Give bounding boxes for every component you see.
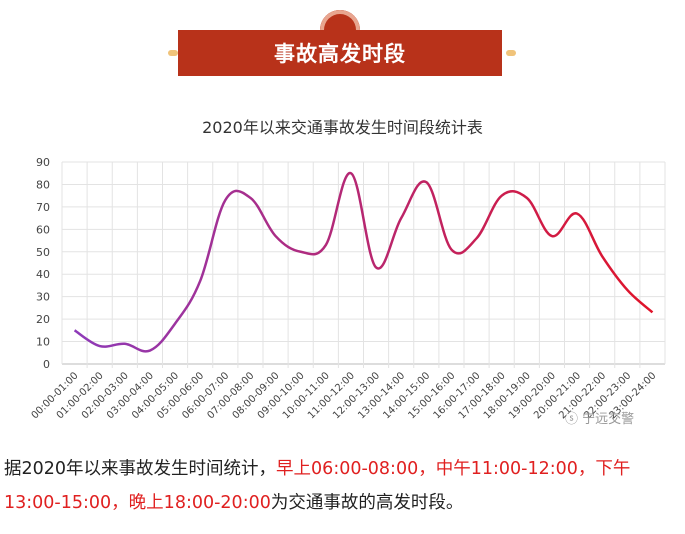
banner-right-ornament (506, 50, 516, 56)
y-tick-label: 20 (36, 313, 50, 326)
watermark-text: 宁远交警 (582, 412, 635, 427)
y-tick-label: 50 (36, 246, 50, 259)
caption-prefix: 据2020年以来事故发生时间统计， (4, 459, 277, 479)
wechat-icon: ⓢ (565, 412, 579, 427)
header-banner: 事故高发时段 (0, 0, 685, 80)
y-tick-label: 60 (36, 223, 50, 236)
y-tick-label: 90 (36, 156, 50, 169)
caption-suffix: 为交通事故的高发时段。 (270, 493, 464, 513)
series (73, 171, 654, 353)
caption-paragraph: 据2020年以来事故发生时间统计，早上06:00-08:00，中午11:00-1… (4, 452, 682, 520)
series-line (73, 171, 654, 353)
y-tick-label: 30 (36, 291, 50, 304)
chart-title: 2020年以来交通事故发生时间段统计表 (202, 118, 483, 137)
y-tick-label: 70 (36, 201, 50, 214)
caption-highlight: 早上06:00-08:00，中午11:00-12:00，下午13:00-15:0… (4, 459, 631, 513)
banner-left-ornament (168, 50, 178, 56)
y-tick-label: 80 (36, 178, 50, 191)
y-tick-label: 10 (36, 336, 50, 349)
y-tick-label: 0 (43, 358, 50, 371)
banner-title: 事故高发时段 (178, 30, 502, 76)
y-axis: 0 10 20 30 40 50 60 70 80 90 (36, 156, 50, 371)
watermark: ⓢ 宁远交警 (565, 408, 634, 427)
y-tick-label: 40 (36, 268, 50, 281)
chart-grid (61, 161, 666, 368)
medallion-icon (320, 10, 360, 32)
